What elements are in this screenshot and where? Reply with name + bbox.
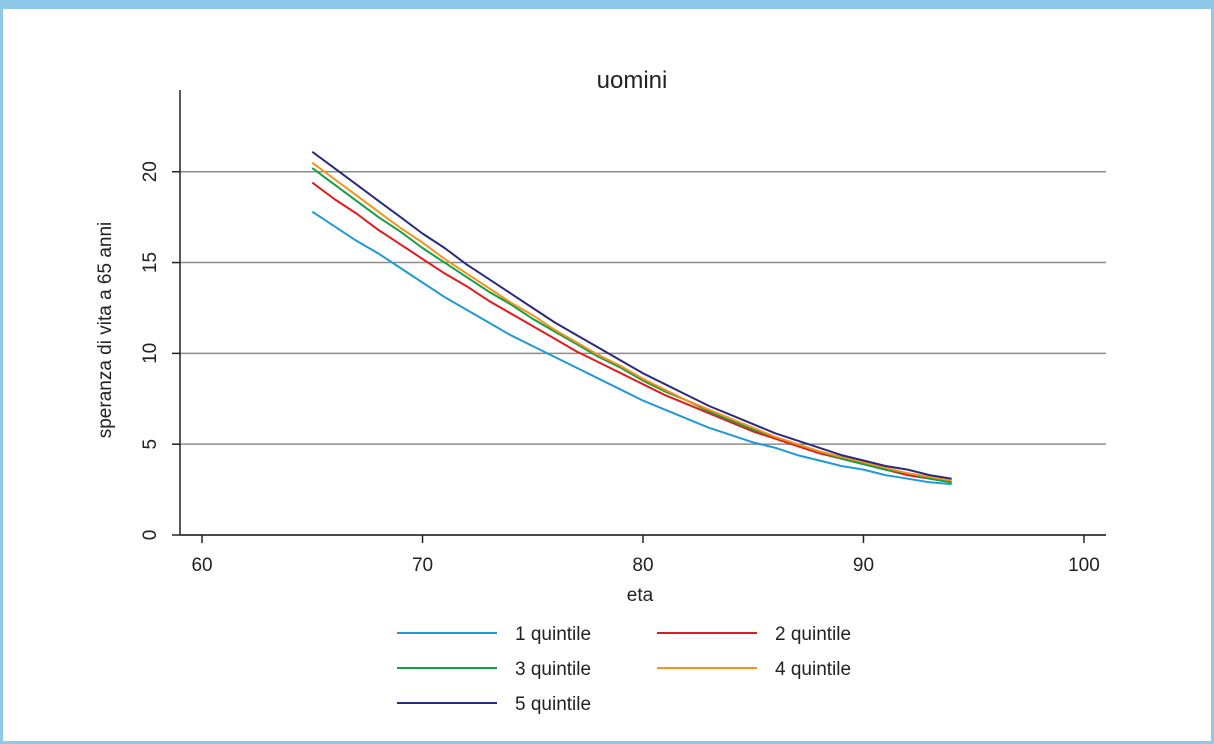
legend-item-4: 4 quintile xyxy=(657,659,851,680)
legend-item-2: 2 quintile xyxy=(657,624,851,645)
series-line-4 xyxy=(311,161,952,482)
x-tick-label: 100 xyxy=(1068,555,1100,576)
legend-label: 4 quintile xyxy=(775,659,851,680)
series-line-1 xyxy=(311,210,952,486)
legend-item-1: 1 quintile xyxy=(397,624,591,645)
x-tick-label: 70 xyxy=(412,555,433,576)
series-lines xyxy=(311,150,952,486)
series-line-2 xyxy=(311,181,952,484)
x-tick-label: 90 xyxy=(853,555,874,576)
series-line-5 xyxy=(311,150,952,480)
y-axis-title: speranza di vita a 65 anni xyxy=(95,222,116,439)
y-tick-label: 5 xyxy=(140,439,161,450)
y-tick-label: 15 xyxy=(140,252,161,273)
y-tick-label: 10 xyxy=(140,343,161,364)
series-line-3 xyxy=(311,167,952,484)
gridlines xyxy=(180,170,1106,536)
chart-title: uomini xyxy=(597,67,668,94)
x-axis-title: eta xyxy=(627,585,654,606)
x-tick-label: 80 xyxy=(632,555,653,576)
x-ticks: 60 70 80 90 100 xyxy=(191,535,1100,576)
legend: 1 quintile 2 quintile 3 quintile 4 quintile… xyxy=(397,624,851,715)
x-tick-label: 60 xyxy=(191,555,212,576)
y-tick-label: 20 xyxy=(140,161,161,182)
legend-label: 3 quintile xyxy=(515,659,591,680)
legend-item-3: 3 quintile xyxy=(397,659,591,680)
y-ticks: 0 5 10 15 20 xyxy=(140,161,180,540)
legend-item-5: 5 quintile xyxy=(397,694,591,715)
legend-label: 5 quintile xyxy=(515,694,591,715)
legend-label: 2 quintile xyxy=(775,624,851,645)
legend-label: 1 quintile xyxy=(515,624,591,645)
y-tick-label: 0 xyxy=(140,530,161,541)
